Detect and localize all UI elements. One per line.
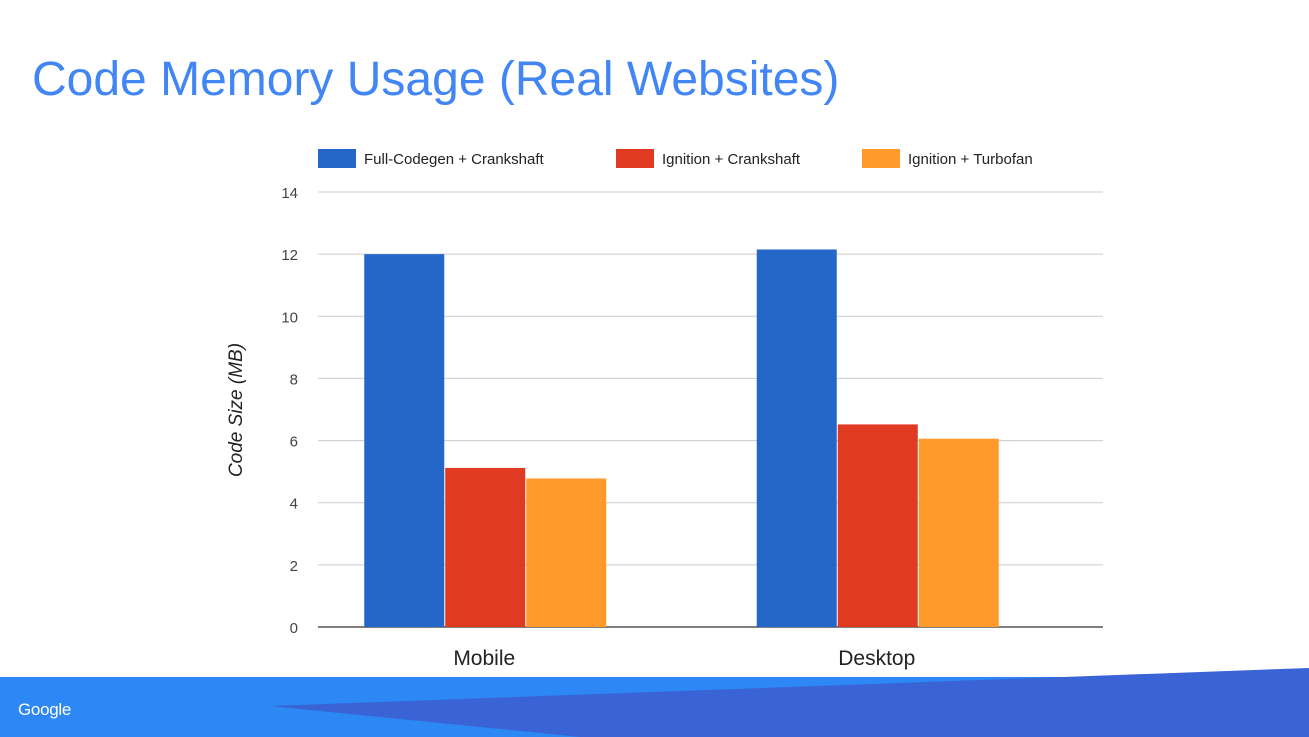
y-tick-label: 4 (290, 496, 298, 513)
y-tick-label: 8 (290, 371, 298, 388)
bar-mobile-2 (526, 478, 607, 627)
bar-desktop-0 (756, 249, 837, 627)
legend-swatch (318, 149, 356, 168)
x-tick-label: Desktop (838, 647, 915, 670)
legend-swatch (862, 149, 900, 168)
legend-swatch (616, 149, 654, 168)
footer-band-dark (270, 668, 1309, 737)
y-tick-label: 0 (290, 620, 298, 637)
legend-label: Ignition + Crankshaft (662, 151, 801, 168)
legend: Full-Codegen + Crankshaft Ignition + Cran… (318, 149, 1033, 168)
bar-desktop-1 (837, 424, 918, 627)
x-axis-ticks: Mobile Desktop (453, 647, 915, 670)
legend-label: Ignition + Turbofan (908, 151, 1033, 168)
y-axis-ticks: 0 2 4 6 8 10 12 14 (281, 185, 298, 637)
slide-title: Code Memory Usage (Real Websites) (32, 53, 840, 106)
y-tick-label: 12 (281, 247, 298, 264)
bar-mobile-1 (445, 467, 526, 627)
google-logo: Google (18, 700, 72, 719)
bars (364, 249, 999, 627)
y-tick-label: 14 (281, 185, 298, 202)
y-tick-label: 2 (290, 558, 298, 575)
x-tick-label: Mobile (453, 647, 515, 670)
y-axis-label: Code Size (MB) (226, 343, 247, 477)
legend-label: Full-Codegen + Crankshaft (364, 151, 545, 168)
bar-mobile-0 (364, 254, 445, 627)
y-tick-label: 10 (281, 309, 298, 326)
bar-desktop-2 (918, 438, 999, 627)
y-tick-label: 6 (290, 434, 298, 451)
